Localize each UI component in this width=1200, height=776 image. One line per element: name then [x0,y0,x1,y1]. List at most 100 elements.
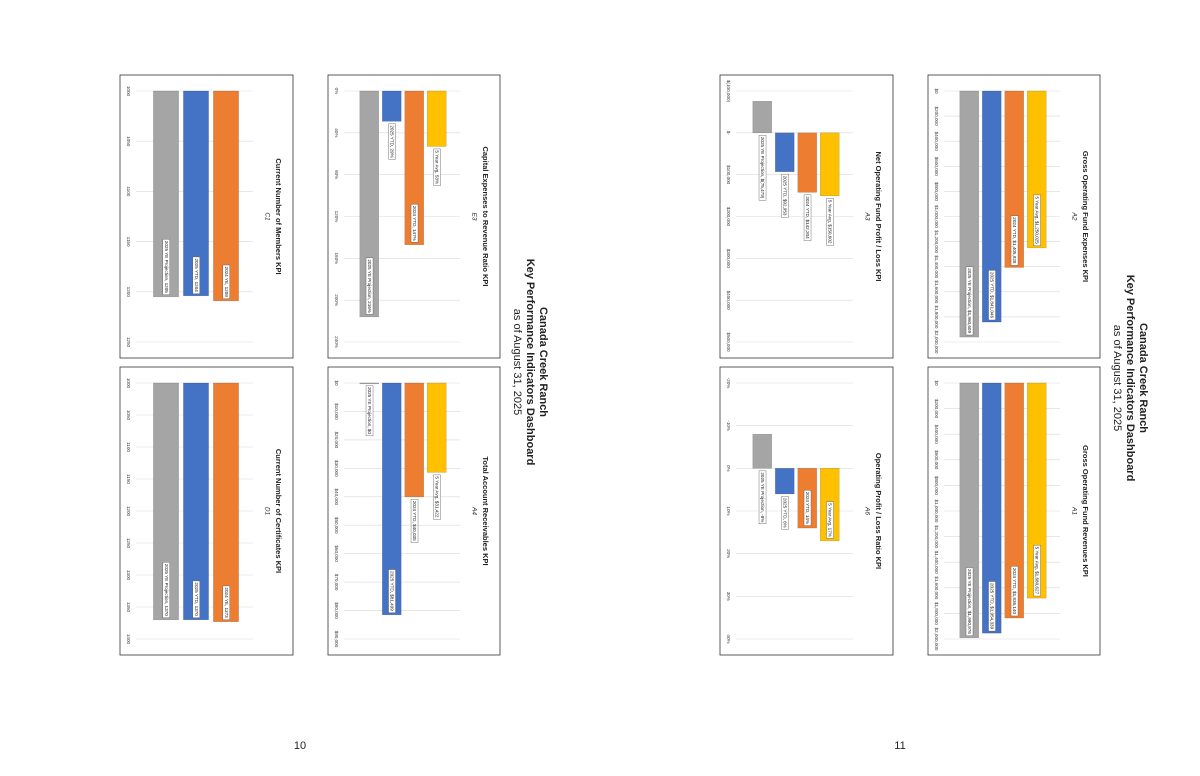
chart: Capital Expenses to Revenue Ratio KPI E3 0… [334,88,490,348]
data-label-box [433,148,441,186]
x-tick-label: $60,000 [334,545,339,562]
data-label-box [162,562,170,618]
data-label: 2025 YTD, 1204 [194,258,199,292]
bar [982,90,1002,323]
chart: Gross Operating Fund Expenses KPI A2 $0 $20… [934,88,1090,353]
data-label: 2025 YTD, $92,953 [783,176,788,216]
x-tick-label: 1400 [126,634,131,645]
bar [213,90,239,302]
x-tick-label: 1200 [126,287,131,298]
data-label-box [222,585,230,620]
x-tick-label: 1000 [126,378,131,389]
x-tick-label: $0 [934,88,939,94]
data-label-box [1010,215,1019,266]
data-label-box [388,123,396,160]
data-label: 2025 YE Projection, $(75,479) [760,137,765,199]
x-tick-label: $1,000,000 [934,500,939,523]
x-tick-label: $2,000,000 [934,331,939,354]
x-tick-label: 40% [334,128,339,137]
bar [359,382,379,385]
header-date: as of August 31, 2025 [1111,325,1123,431]
data-label-box [1010,566,1019,617]
data-label: 2025 YTD, $1,954,339 [990,583,995,630]
x-tick-label: 160% [334,252,339,264]
x-tick-label: 40% [726,634,731,643]
x-tick-label: $200,000 [934,107,939,127]
bar [153,90,179,298]
chart: Total Account Receivables KPI A4 $0 $10,000… [334,380,490,647]
x-tick-label: $600,000 [934,157,939,177]
bar [1004,90,1024,268]
x-tick-label: 1300 [126,570,131,581]
x-tick-label: 1350 [126,602,131,613]
bar [752,433,772,469]
x-tick-label: $400,000 [934,132,939,152]
x-tick-label: $400,000 [726,291,731,311]
x-tick-label: $400,000 [934,425,939,445]
data-label-box [965,266,974,336]
x-tick-label: $40,000 [334,488,339,505]
data-label-box [410,499,419,543]
data-label: 2025 YTD, 1370 [194,582,199,616]
chart-subtitle: E3 [470,213,477,221]
data-label: 5 Year Avg, 53% [435,150,440,184]
chart: Gross Operating Fund Revenues KPI A1 $0 $20… [934,380,1090,650]
data-label-box [758,470,767,525]
x-tick-label: 1100 [126,186,131,196]
bar [775,468,795,495]
data-label: 2024 YTD, 147% [412,206,417,241]
data-label-box [826,198,834,246]
page-header: Canada Creek Ranch Key Performance Indic… [511,259,549,466]
bar [359,90,379,318]
chart-subtitle: A1 [1070,506,1077,515]
data-label: 2024 YE, 1373 [224,587,229,618]
bar [382,90,402,122]
page-header: Canada Creek Ranch Key Performance Indic… [1111,275,1149,482]
bar [1027,90,1047,249]
x-tick-label: $200,000 [934,399,939,419]
x-tick-label: $1,800,000 [934,602,939,625]
data-label: 5 Year Avg, $1,680,627 [1035,547,1040,595]
data-label: 2025 YE Projection, 1370 [164,564,169,616]
bar [752,101,772,134]
header-subtitle: Key Performance Indicators Dashboard [1124,275,1136,482]
data-label: 5 Year Avg, 17% [828,503,833,537]
data-label-box [1033,194,1041,247]
data-label: 2025 YE Projection, $1,960,609 [967,268,972,333]
bar [959,90,979,338]
data-label-box [365,385,374,437]
x-tick-label: $1,400,000 [934,255,939,278]
x-tick-label: $1,000,000 [934,205,939,228]
data-label: 2024 YTD, $1,405,928 [1012,217,1017,264]
x-tick-label: 240% [334,336,339,348]
data-label-box [222,264,230,299]
chart-title: Current Number of Certificates KPI [274,449,283,573]
data-label: 2025 YE Projection, -8% [760,472,765,522]
x-tick-label: $100,000 [726,165,731,185]
data-label-box [826,501,834,539]
x-tick-label: $200,000 [726,207,731,227]
bar [183,382,209,621]
data-label-box [162,239,170,295]
chart: Operating Profit / Loss Ratio KPI A6 -20% -… [726,378,883,644]
x-tick-label: -20% [726,378,731,389]
data-label: 2024 YTD, $40,035 [412,501,417,541]
data-label: 2024 YTD, $142,204 [805,196,810,239]
data-label-box [365,257,374,315]
x-tick-label: $1,200,000 [934,525,939,548]
x-tick-label: $500,000 [726,332,731,352]
chart: Current Number of Members KPI C1 1000 1050 1… [126,86,283,348]
x-tick-label: 80% [334,170,339,179]
chart-title: Operating Profit / Loss Ratio KPI [874,453,883,569]
x-tick-label: 0% [726,465,731,472]
chart-title: Total Account Receivables KPI [481,456,490,565]
header-title: Canada Creek Ranch [1137,323,1149,433]
chart-subtitle: C1 [263,212,270,221]
data-label-box [803,194,812,241]
data-label: 2025 YTD, $1,841,046 [990,272,995,319]
chart-subtitle: A2 [1070,212,1077,221]
x-tick-label: -10% [726,420,731,431]
chart: Current Number of Certificates KPI D1 1000… [126,378,283,645]
x-tick-label: $2,000,000 [934,628,939,651]
